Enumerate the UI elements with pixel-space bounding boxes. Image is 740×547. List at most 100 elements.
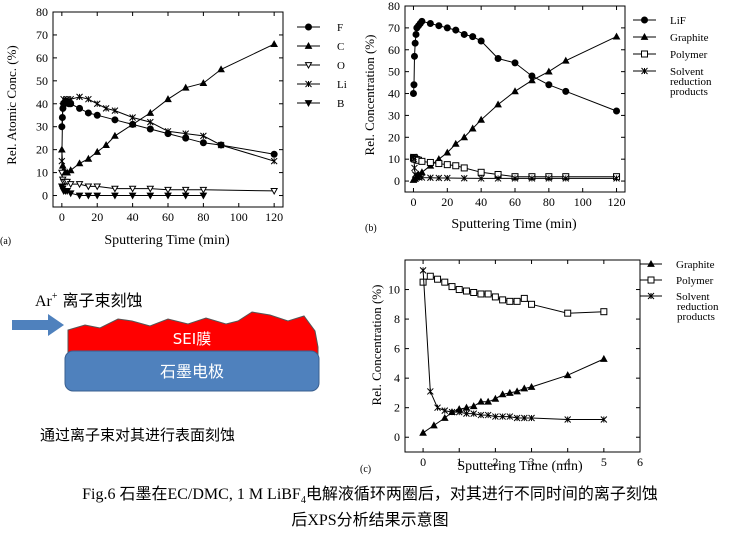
panel-a-series-c-line: [61, 43, 275, 174]
panel-b-ytick-label: 30: [388, 108, 400, 122]
panel-a-li-point: [111, 107, 119, 115]
panel-a-xtick-label: 80: [197, 210, 209, 224]
panel-c-legend-graphite-marker: [647, 259, 655, 267]
panel-b-ytick-label: 60: [388, 43, 400, 57]
panel-b-lif-point: [511, 59, 519, 67]
panel-b-lif-point: [443, 24, 451, 32]
panel-b-graphite-point: [451, 139, 460, 147]
panel-c-polymer-point: [600, 308, 608, 316]
panel-c-solvent-point: [492, 413, 499, 420]
panel-b-lif-point: [412, 30, 420, 38]
panel-a-legend-f-marker: [305, 23, 312, 31]
panel-a-o-point: [84, 183, 93, 191]
panel-b-solvent-point: [435, 174, 443, 182]
panel-a-li-point: [182, 130, 190, 137]
panel-b-polymer-point: [426, 158, 434, 166]
panel-c-polymer-point: [470, 288, 478, 296]
panel-b-solvent-point: [427, 174, 434, 182]
panel-b-lif-point: [410, 81, 418, 89]
panel-c-polymer-point: [441, 278, 449, 286]
panel-a-c-point: [270, 40, 279, 48]
panel-b-lif-point: [410, 52, 418, 60]
panel-c-ytick-label: 4: [394, 371, 400, 385]
panel-a-o-point: [128, 185, 137, 193]
panel-a-c-point: [199, 79, 208, 87]
panel-c-polymer-point: [484, 290, 492, 298]
panel-a-b-point: [181, 192, 190, 200]
panel-b-polymer-point: [452, 162, 460, 170]
panel-c-solvent-point: [426, 388, 434, 395]
panel-b-lif-point: [613, 107, 621, 115]
panel-c-polymer-point: [434, 275, 442, 283]
panel-c-xtick-label: 2: [492, 455, 498, 469]
panel-a-o-point: [93, 183, 102, 191]
panel-a-li-point: [76, 93, 83, 101]
panel-a-legend-f-label: F: [337, 22, 343, 34]
panel-c-solvent-point: [434, 404, 441, 412]
panel-b-xtick-label: 20: [441, 195, 453, 209]
panel-b-legend-lif-marker: [641, 16, 648, 24]
panel-c-legend-solvent-label: Solvent reduction products: [676, 291, 719, 323]
panel-b-graphite-point: [511, 87, 519, 95]
panel-b-graphite-point: [443, 148, 452, 156]
panel-a-li-point: [93, 100, 101, 108]
panel-b-legend-polymer-marker: [641, 50, 648, 58]
panel-c-legend-polymer-marker: [647, 276, 655, 284]
panel-a-o-point: [57, 169, 66, 177]
panel-b-solvent-point: [562, 175, 570, 182]
panel-a-legend-li-label: Li: [337, 79, 347, 91]
panel-c-solvent-point: [520, 414, 528, 422]
panel-a-o-point: [270, 188, 279, 195]
panel-c-xtick-label: 4: [565, 455, 571, 469]
panel-c-xtick-label: 1: [456, 455, 462, 469]
panel-a-ytick-label: 70: [36, 28, 48, 42]
panel-b-lif-point: [494, 55, 502, 63]
panel-c-xtick-label: 3: [529, 455, 535, 469]
panel-b-ytick-label: 20: [388, 130, 400, 144]
panel-a-legend-c-marker: [304, 41, 313, 49]
panel-a-series-f-line: [61, 101, 275, 155]
panel-c-ytick-label: 0: [394, 430, 400, 444]
panel-c-graphite-point: [491, 394, 500, 402]
panel-c-ytick-label: 8: [394, 312, 400, 326]
panel-a-o-point: [111, 185, 119, 193]
panel-b-solvent-point: [511, 175, 519, 182]
panel-a-c-point: [128, 120, 137, 128]
sei-film: [67, 311, 319, 357]
panel-c-graphite-point: [520, 384, 529, 392]
panel-a-legend-li-marker: [305, 80, 312, 88]
panel-a-o-point: [181, 186, 190, 194]
etching-schematic: Ar+ 离子束刻蚀 SEI膜 石墨电极 通过离子束对其进行表面刻蚀: [12, 291, 320, 444]
panel-a-c-point: [93, 147, 102, 155]
panel-b-graphite-point: [544, 67, 553, 75]
ion-beam-arrow-icon: [12, 314, 64, 336]
panel-b-solvent-point: [494, 175, 502, 182]
panel-c-legend-solvent-marker: [647, 292, 655, 300]
panel-c-solvent-point: [470, 410, 478, 417]
panel-a-o-point: [164, 186, 172, 194]
panel-a-b-point: [75, 192, 84, 200]
panel-b-graphite-point: [561, 56, 570, 64]
panel-a-xtick-label: 60: [162, 210, 174, 224]
panel-a-b-point: [66, 190, 75, 198]
panel-b-lif-point: [418, 17, 426, 25]
panel-b-solvent-point: [443, 174, 451, 182]
panel-c-graphite-point: [469, 402, 478, 410]
sei-film-label: SEI膜: [173, 330, 211, 348]
caption-line-1: Fig.6 石墨在EC/DMC, 1 M LiBF4电解液循环两圈后，对其进行不…: [82, 486, 658, 507]
panel-b-solvent-point: [410, 155, 418, 163]
panel-c-solvent-point: [513, 414, 521, 422]
panel-c-polymer-point: [448, 283, 456, 291]
panel-b-solvent-point: [411, 164, 418, 172]
chart-panel-a: 0 20 40 60 80 100 120 0 10 20 30 40 50 60 70 80 (a) Spu…: [0, 5, 347, 248]
panel-c-solvent-point: [463, 410, 470, 417]
panel-b-graphite-point: [460, 133, 469, 141]
panel-b-polymer-point: [443, 161, 451, 169]
panel-a-label: (a): [0, 236, 11, 247]
panel-c-label: (c): [360, 464, 371, 475]
panel-c-solvent-point: [455, 408, 463, 416]
panel-c-series-graphite-line: [422, 358, 605, 434]
panel-b-graphite-point: [528, 76, 536, 84]
panel-c-polymer-point: [520, 294, 528, 302]
panel-a-ytick-label: 0: [42, 189, 48, 203]
